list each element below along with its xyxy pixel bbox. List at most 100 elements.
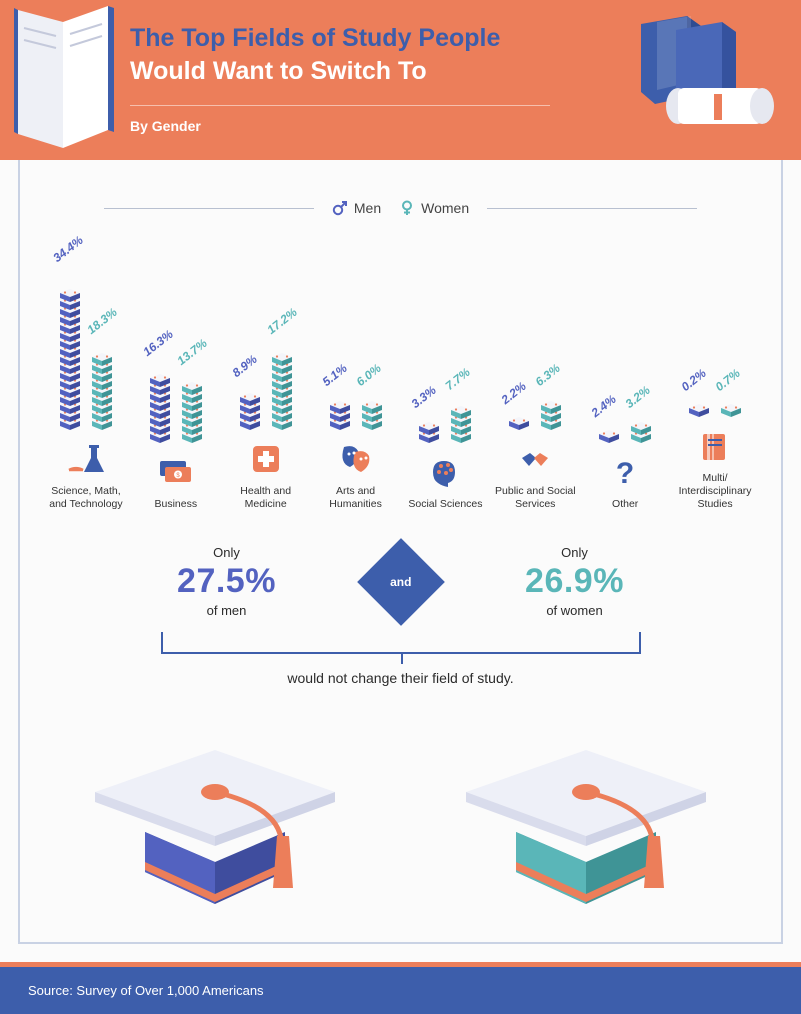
men-stack xyxy=(237,395,263,427)
legend-women: Women xyxy=(399,200,469,216)
svg-text:?: ? xyxy=(616,457,634,490)
men-stack xyxy=(506,419,532,427)
men-stack xyxy=(327,403,353,427)
page: The Top Fields of Study People Would Wan… xyxy=(0,0,801,1014)
legend-rule-right xyxy=(487,208,697,209)
women-stack xyxy=(448,408,474,440)
women-pct-label: 18.3% xyxy=(84,305,119,337)
stacks: 8.9% 17.2% xyxy=(237,257,295,427)
men-stack xyxy=(416,424,442,440)
women-stack xyxy=(179,384,205,440)
byline: By Gender xyxy=(130,105,550,134)
title-line2: Would Want to Switch To xyxy=(130,57,427,85)
legend-rule-left xyxy=(104,208,314,209)
stacks: 2.2% 6.3% xyxy=(506,257,564,427)
source-text: Source: Survey of Over 1,000 Americans xyxy=(28,983,264,998)
men-pct-label: 0.2% xyxy=(679,366,709,394)
category-label: Science, Math, and Technology xyxy=(44,485,128,511)
summary: Only 27.5% of men and Only 26.9% of wome… xyxy=(44,545,757,912)
women-stack xyxy=(718,406,744,414)
category-label: Other xyxy=(612,498,638,511)
women-stack xyxy=(628,424,654,440)
women-pct-label: 17.2% xyxy=(264,305,299,337)
summary-men-suffix: of men xyxy=(112,603,342,618)
summary-row: Only 27.5% of men and Only 26.9% of wome… xyxy=(44,545,757,618)
summary-only-women: Only xyxy=(460,545,690,560)
content-frame: Men Women 34.4% 18.3% xyxy=(18,160,783,944)
multi-icon xyxy=(694,426,736,466)
category-stem: 34.4% 18.3% xyxy=(44,257,128,511)
and-label: and xyxy=(390,575,411,589)
category-health: 8.9% 17.2% xyxy=(224,257,308,511)
arts-icon xyxy=(335,439,377,479)
categories-chart: 34.4% 18.3% xyxy=(44,244,757,511)
category-label: Multi/ Interdisciplinary Studies xyxy=(673,472,757,511)
women-pct-label: 13.7% xyxy=(174,336,209,368)
graduation-caps xyxy=(44,712,757,912)
summary-men: Only 27.5% of men xyxy=(112,545,342,618)
women-pct-label: 6.3% xyxy=(533,361,563,389)
male-symbol-icon xyxy=(332,200,348,216)
women-pct-label: 6.0% xyxy=(353,361,383,389)
stacks: 34.4% 18.3% xyxy=(57,257,115,427)
stacks: 5.1% 6.0% xyxy=(327,257,385,427)
legend-men-label: Men xyxy=(354,200,381,216)
summary-women: Only 26.9% of women xyxy=(460,545,690,618)
men-pct-label: 3.3% xyxy=(409,383,439,411)
books-diploma-icon xyxy=(616,16,781,136)
grad-cap-women-icon xyxy=(436,712,736,912)
title-line1: The Top Fields of Study People xyxy=(130,24,500,52)
men-pct-label: 2.4% xyxy=(589,392,619,420)
men-stack xyxy=(596,432,622,440)
category-multi: 0.2% 0.7% Multi/ Interdisciplinary Studi… xyxy=(673,244,757,511)
female-symbol-icon xyxy=(399,200,415,216)
stacks: 16.3% 13.7% xyxy=(147,270,205,440)
summary-women-suffix: of women xyxy=(460,603,690,618)
legend-men: Men xyxy=(332,200,381,216)
header: The Top Fields of Study People Would Wan… xyxy=(0,0,801,160)
grad-cap-men-icon xyxy=(65,712,365,912)
and-diamond: and xyxy=(357,538,445,626)
category-other: 2.4% 3.2% ? Other xyxy=(583,270,667,511)
summary-sentence: would not change their field of study. xyxy=(44,670,757,686)
men-pct-label: 8.9% xyxy=(229,352,259,380)
legend: Men Women xyxy=(44,200,757,216)
social-icon xyxy=(424,452,466,492)
men-pct-label: 34.4% xyxy=(50,233,85,265)
category-label: Public and Social Services xyxy=(493,485,577,511)
men-pct-label: 5.1% xyxy=(319,361,349,389)
women-stack xyxy=(538,403,564,427)
women-stack xyxy=(359,403,385,427)
women-stack xyxy=(269,355,295,427)
category-label: Health and Medicine xyxy=(224,485,308,511)
open-book-icon xyxy=(8,0,118,150)
business-icon: $ xyxy=(155,452,197,492)
category-social: 3.3% 7.7% xyxy=(404,270,488,511)
men-stack xyxy=(147,376,173,440)
stacks: 0.2% 0.7% xyxy=(686,244,744,414)
category-public: 2.2% 6.3% Public and Social Serv xyxy=(493,257,577,511)
women-pct-label: 0.7% xyxy=(713,366,743,394)
men-pct-label: 16.3% xyxy=(140,327,175,359)
summary-only-men: Only xyxy=(112,545,342,560)
health-icon xyxy=(245,439,287,479)
category-arts: 5.1% 6.0% xyxy=(314,257,398,511)
men-stack xyxy=(686,406,712,414)
summary-women-pct: 26.9% xyxy=(460,562,690,601)
other-icon: ? xyxy=(604,452,646,492)
women-pct-label: 7.7% xyxy=(443,365,473,393)
stacks: 2.4% 3.2% xyxy=(596,270,654,440)
stem-icon xyxy=(65,439,107,479)
public-icon xyxy=(514,439,556,479)
category-label: Social Sciences xyxy=(408,498,482,511)
women-pct-label: 3.2% xyxy=(623,383,653,411)
category-business: 16.3% 13.7% xyxy=(134,270,218,511)
summary-bracket xyxy=(161,632,641,654)
summary-men-pct: 27.5% xyxy=(112,562,342,601)
women-stack xyxy=(89,355,115,427)
footer: Source: Survey of Over 1,000 Americans xyxy=(0,962,801,1014)
category-label: Business xyxy=(155,498,198,511)
category-label: Arts and Humanities xyxy=(314,485,398,511)
men-stack xyxy=(57,291,83,427)
stacks: 3.3% 7.7% xyxy=(416,270,474,440)
